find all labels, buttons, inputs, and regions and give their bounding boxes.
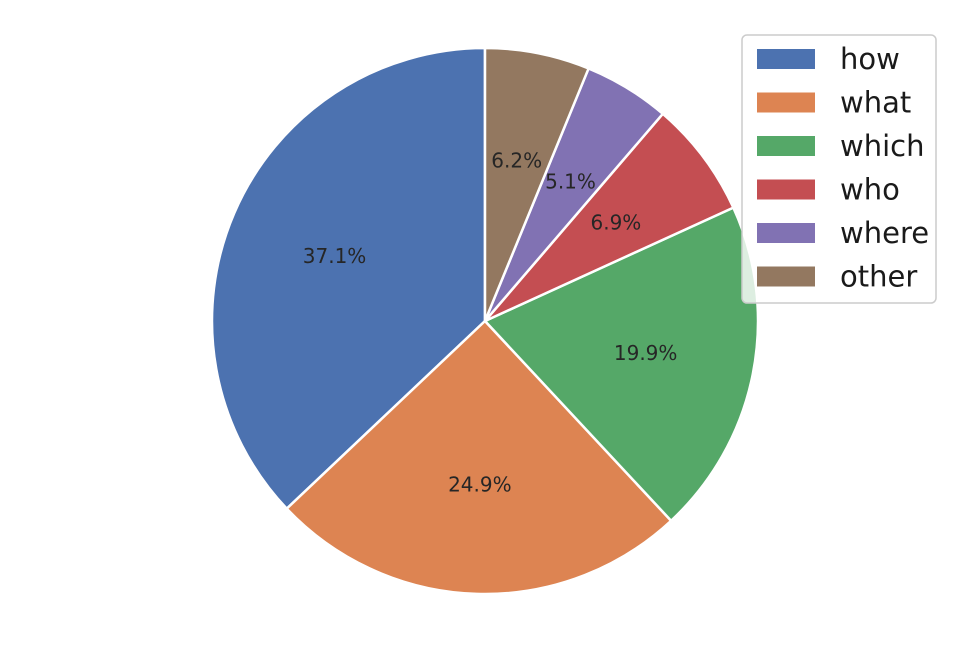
legend-swatch-other xyxy=(757,266,815,287)
legend-label-which: which xyxy=(840,129,924,163)
pie-label-other: 6.2% xyxy=(491,148,542,172)
legend-swatch-which xyxy=(757,136,815,156)
legend-label-where: where xyxy=(840,216,929,250)
pie-slice-how xyxy=(210,46,487,510)
pie-slices xyxy=(210,46,760,596)
legend-swatch-where xyxy=(757,223,815,243)
legend-label-other: other xyxy=(840,260,917,294)
pie-label-how: 37.1% xyxy=(303,244,367,268)
pie-slice-other xyxy=(483,46,590,323)
pie-label-who: 6.9% xyxy=(590,211,641,235)
legend-swatch-who xyxy=(757,179,815,200)
pie-slice-what xyxy=(285,319,673,596)
pie-slice-who xyxy=(483,112,735,323)
pie-label-where: 5.1% xyxy=(545,169,596,193)
legend-label-what: what xyxy=(840,86,911,120)
legend-swatch-what xyxy=(757,92,815,113)
legend: how what which who where other xyxy=(741,34,937,304)
pie-label-what: 24.9% xyxy=(448,473,512,497)
pie-label-which: 19.9% xyxy=(614,341,678,365)
pie-percent-labels: 37.1% 24.9% 19.9% 6.9% 5.1%6.2% xyxy=(303,148,678,496)
legend-label-how: how xyxy=(840,42,900,76)
legend-swatch-how xyxy=(757,49,815,69)
legend-label-who: who xyxy=(840,173,900,207)
